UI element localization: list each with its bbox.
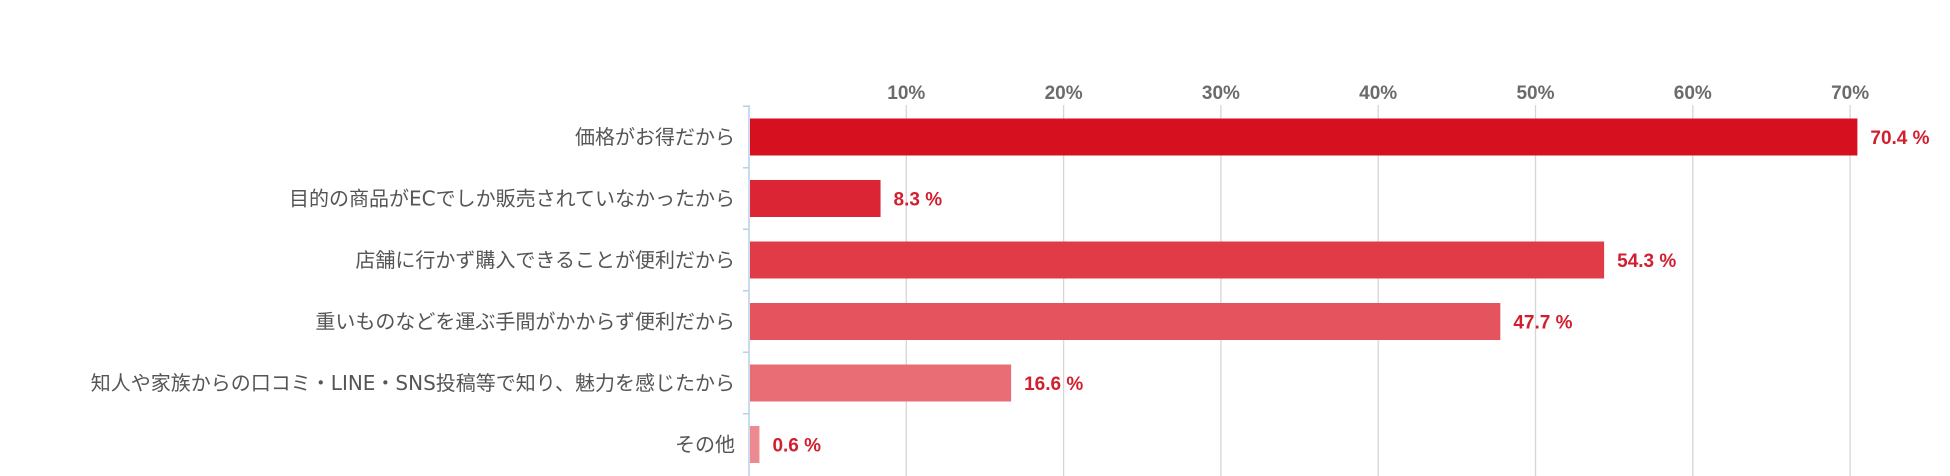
x-tick-label-10: 10% bbox=[887, 83, 925, 104]
category-label-5: その他 bbox=[675, 433, 735, 457]
x-axis-ticks: 10% 20% 30% 40% 50% 60% 70% bbox=[887, 83, 1869, 104]
x-tick-label-20: 20% bbox=[1045, 83, 1083, 104]
bar-2 bbox=[750, 241, 1605, 279]
value-label-4: 16.6 % bbox=[1024, 374, 1083, 395]
value-label-1: 8.3 % bbox=[894, 190, 943, 211]
bar-1 bbox=[750, 180, 881, 217]
value-label-5: 0.6 % bbox=[772, 436, 821, 457]
category-label-2: 店舗に行かず購入できることが便利だから bbox=[355, 248, 735, 272]
value-label-2: 54.3 % bbox=[1617, 251, 1676, 272]
bar-5 bbox=[750, 426, 760, 463]
value-label-3: 47.7 % bbox=[1513, 313, 1572, 334]
category-label-3: 重いものなどを運ぶ手間がかからず便利だから bbox=[315, 310, 735, 334]
bar-4 bbox=[750, 364, 1012, 402]
x-tick-label-50: 50% bbox=[1516, 83, 1554, 104]
category-label-0: 価格がお得だから bbox=[575, 125, 735, 149]
bar-3 bbox=[750, 303, 1501, 340]
x-tick-label-70: 70% bbox=[1831, 83, 1869, 104]
value-labels: 70.4 % 8.3 % 54.3 % 47.7 % 16.6 % 0.6 % bbox=[772, 128, 1929, 457]
value-label-0: 70.4 % bbox=[1870, 128, 1929, 149]
bar-0 bbox=[750, 118, 1858, 156]
category-labels: 価格がお得だから目的の商品がECでしか販売されていなかったから店舗に行かず購入で… bbox=[91, 105, 749, 457]
category-label-4: 知人や家族からの口コミ・LINE・SNS投稿等で知り、魅力を感じたから bbox=[91, 371, 735, 395]
bars bbox=[750, 118, 1858, 463]
x-tick-label-60: 60% bbox=[1674, 83, 1712, 104]
x-tick-label-40: 40% bbox=[1359, 83, 1397, 104]
x-tick-label-30: 30% bbox=[1202, 83, 1240, 104]
gridlines bbox=[905, 105, 1851, 476]
category-label-1: 目的の商品がECでしか販売されていなかったから bbox=[289, 187, 735, 211]
